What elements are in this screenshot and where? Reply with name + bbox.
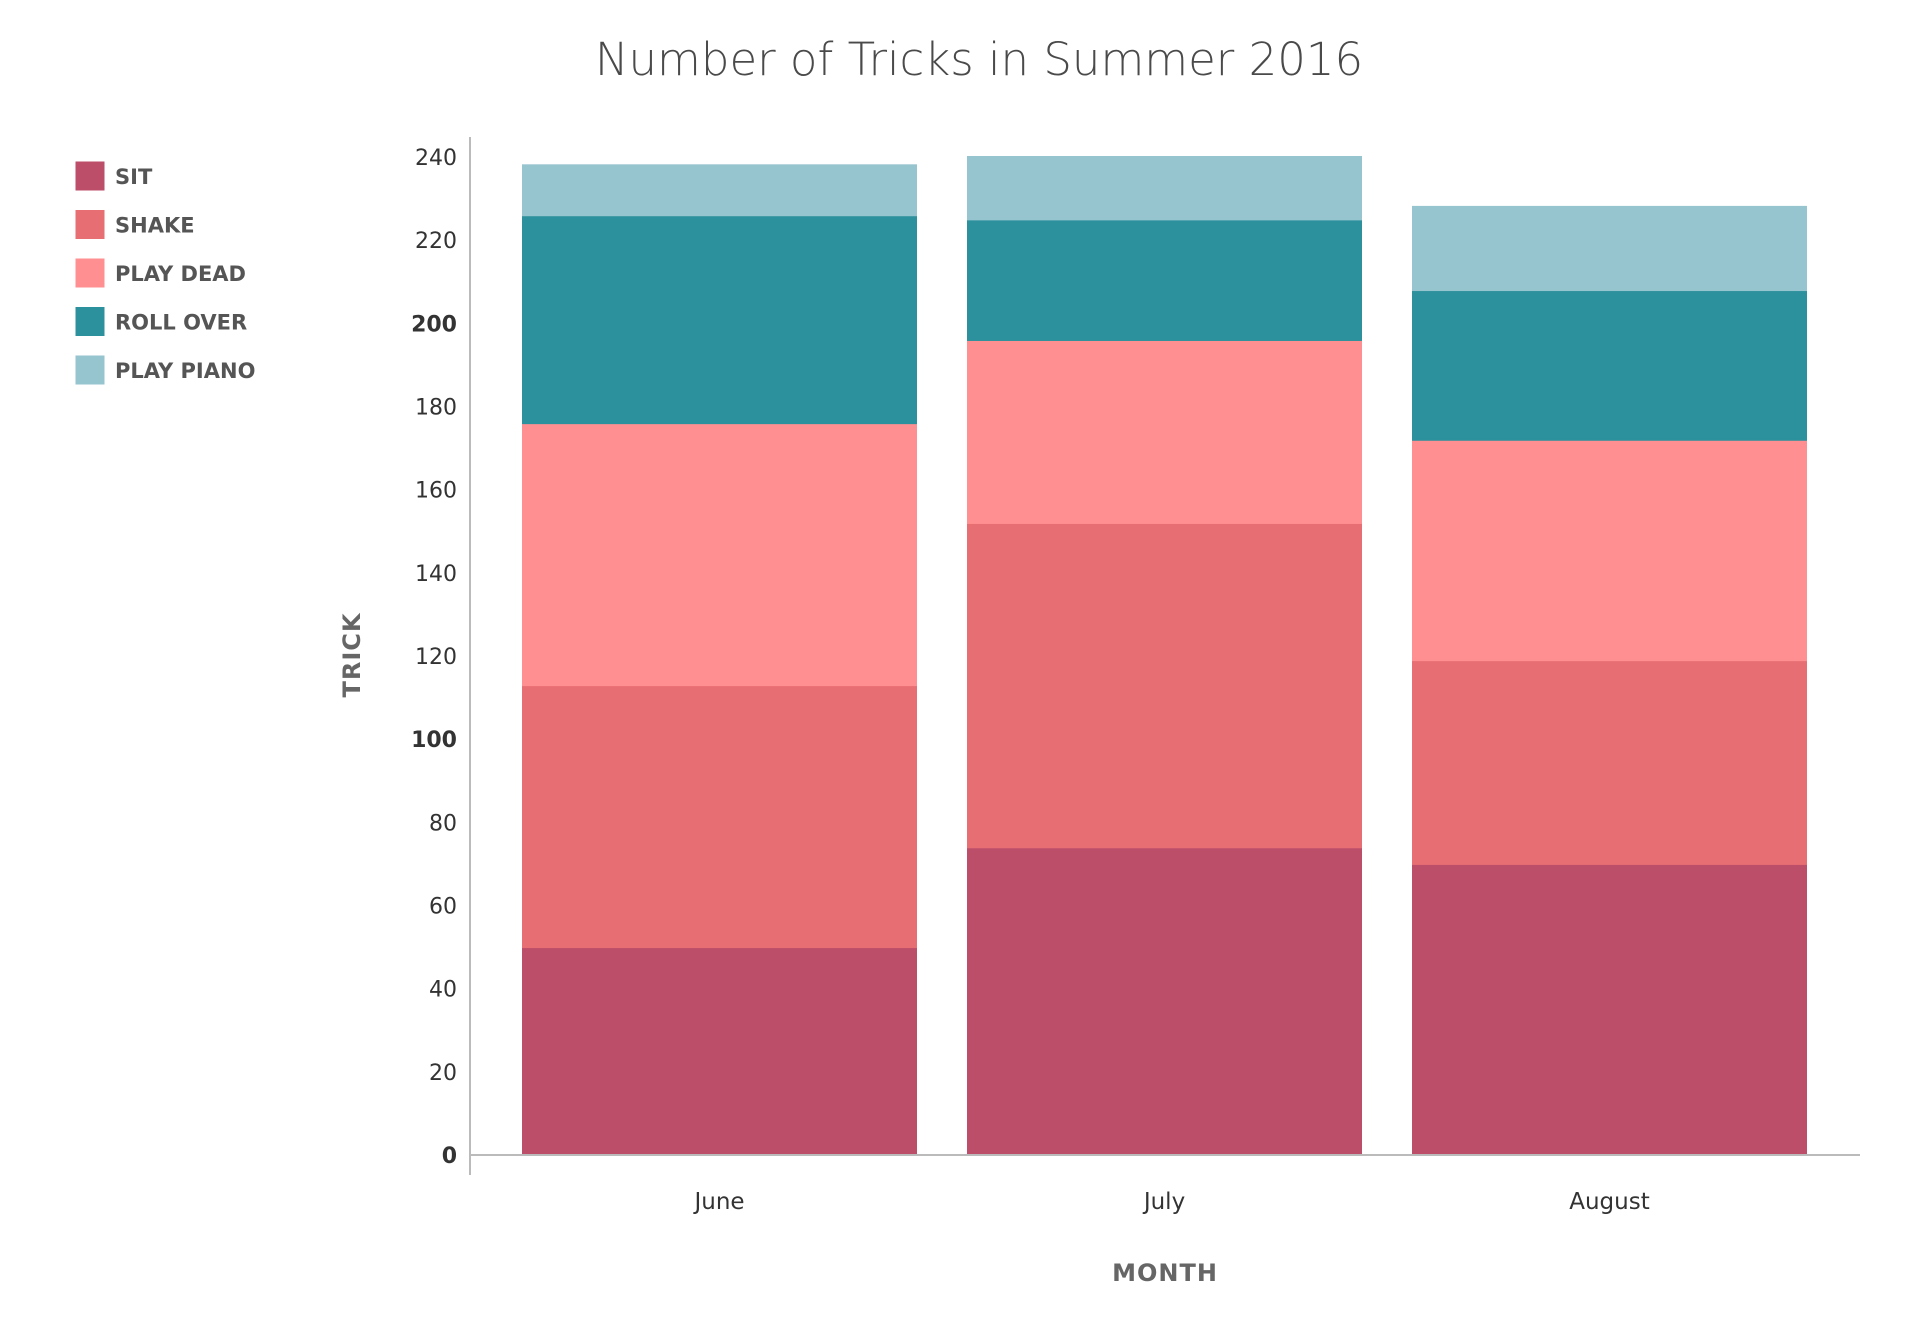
bars-group (522, 156, 1807, 1157)
y-tick-label: 220 (415, 229, 457, 254)
bar-june-play-dead[interactable] (522, 422, 917, 687)
chart-title: Number of Tricks in Summer 2016 (595, 33, 1363, 86)
y-tick-label: 120 (415, 645, 457, 670)
legend-label-roll-over[interactable]: ROLL OVER (115, 311, 247, 335)
bar-august-play-dead[interactable] (1412, 438, 1807, 662)
y-tick-label: 180 (415, 396, 457, 421)
y-tick-label: 160 (415, 479, 457, 504)
y-tick-label: 100 (411, 728, 457, 753)
legend-swatch-play-dead[interactable] (75, 258, 105, 288)
bar-july-play-piano[interactable] (967, 156, 1362, 221)
y-tick-label: 140 (415, 562, 457, 587)
x-tick-label: August (1569, 1189, 1650, 1215)
bar-august-play-piano[interactable] (1412, 205, 1807, 292)
legend-swatch-play-piano[interactable] (75, 355, 105, 385)
bar-june-roll-over[interactable] (522, 214, 917, 425)
y-tick-label: 240 (415, 146, 457, 171)
legend-swatch-roll-over[interactable] (75, 307, 105, 336)
bar-july-play-dead[interactable] (967, 338, 1362, 524)
bar-august-sit[interactable] (1412, 862, 1807, 1157)
bar-june-sit[interactable] (522, 946, 917, 1156)
bar-july-roll-over[interactable] (967, 218, 1362, 341)
x-axis-ticks: June July August (692, 1189, 1649, 1215)
bar-august-shake[interactable] (1412, 659, 1807, 865)
y-tick-label: 200 (411, 312, 457, 337)
legend-label-play-piano[interactable]: PLAY PIANO (115, 359, 255, 383)
y-tick-label: 0 (442, 1144, 457, 1169)
y-tick-label: 80 (429, 811, 457, 836)
y-axis-title: TRICK (338, 612, 366, 697)
bar-june-play-piano[interactable] (522, 164, 917, 217)
bar-june-shake[interactable] (522, 684, 917, 949)
x-axis-title: MONTH (1112, 1259, 1218, 1287)
y-tick-label: 20 (429, 1061, 457, 1086)
x-tick-label: July (1142, 1189, 1185, 1215)
legend-swatch-shake[interactable] (75, 210, 105, 239)
y-axis-ticks: 0 20 40 60 80 100 120 140 160 180 200 220 240 (411, 146, 457, 1169)
bar-july-sit[interactable] (967, 846, 1362, 1156)
bar-july-shake[interactable] (967, 521, 1362, 849)
legend: SIT SHAKE PLAY DEAD ROLL OVER PLAY PIANO (75, 161, 255, 385)
legend-swatch-sit[interactable] (75, 161, 105, 191)
y-tick-label: 40 (429, 978, 457, 1003)
y-tick-label: 60 (429, 895, 457, 920)
legend-label-play-dead[interactable]: PLAY DEAD (115, 262, 246, 286)
legend-label-shake[interactable]: SHAKE (115, 214, 195, 238)
x-tick-label: June (692, 1189, 744, 1215)
legend-label-sit[interactable]: SIT (115, 165, 153, 189)
bar-august-roll-over[interactable] (1412, 289, 1807, 441)
